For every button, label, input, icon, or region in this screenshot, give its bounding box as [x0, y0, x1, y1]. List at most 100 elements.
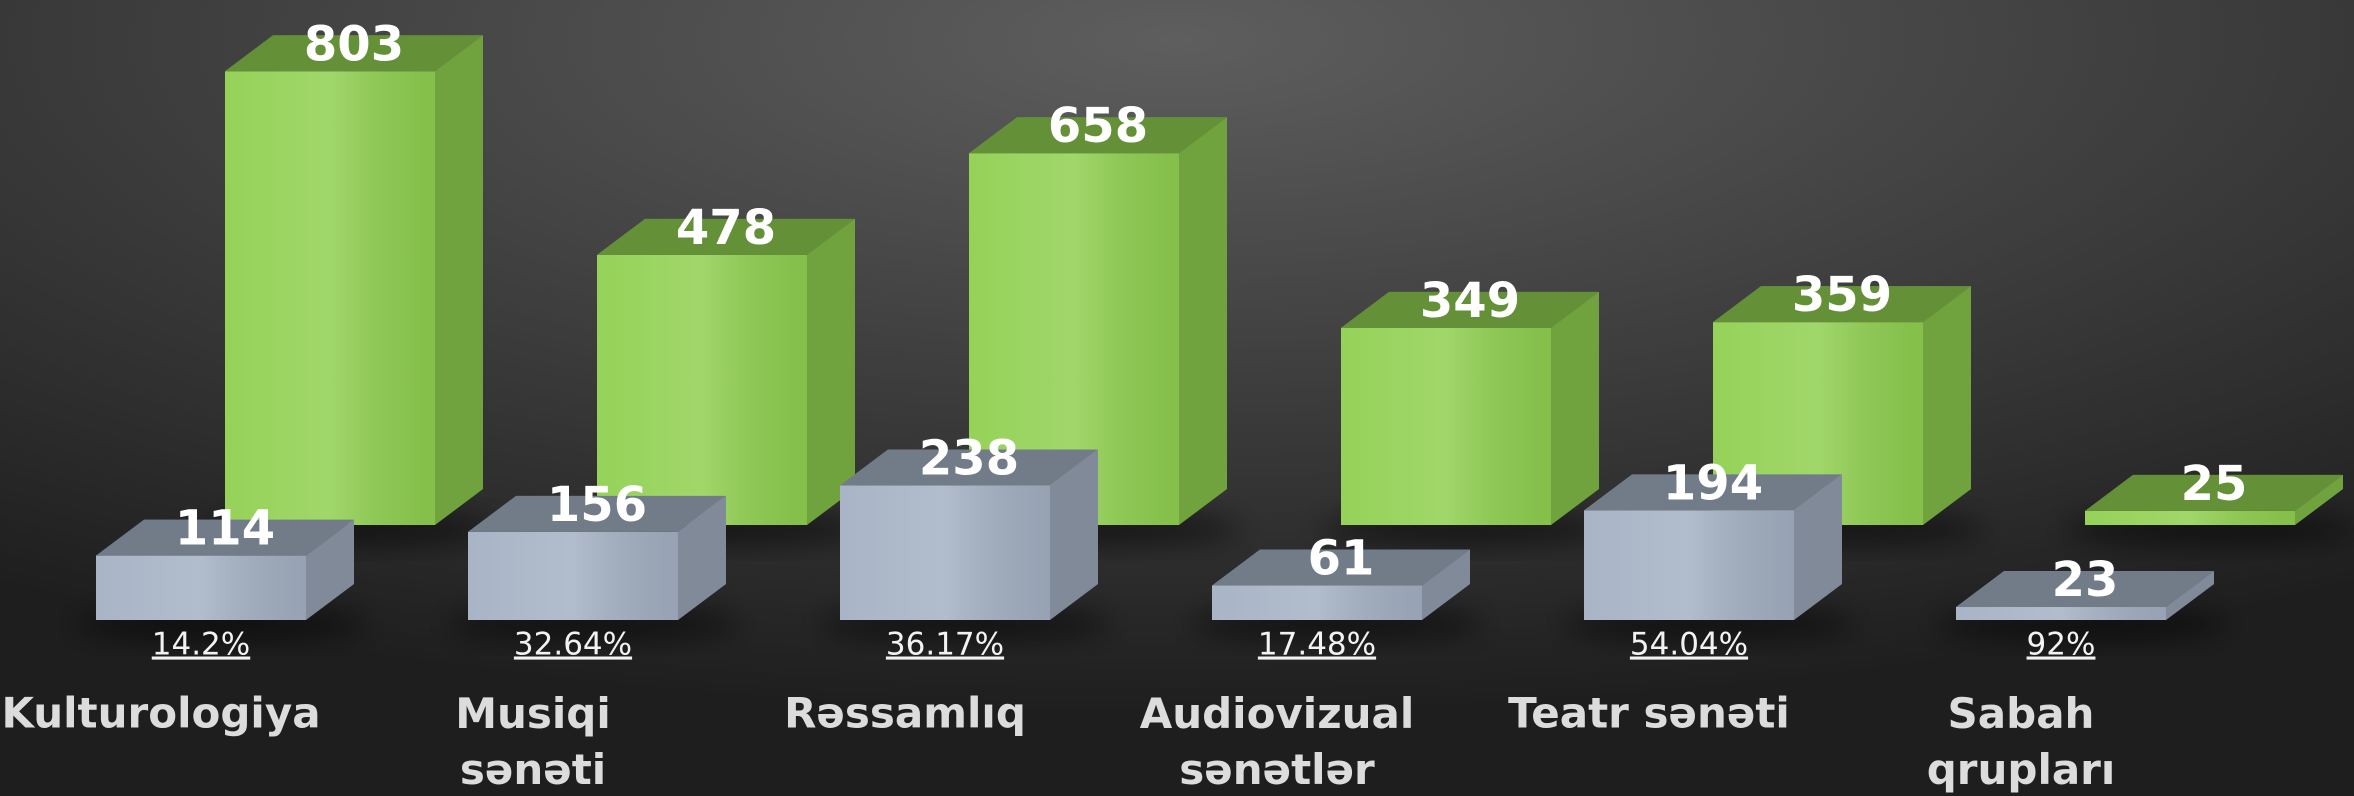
bar-side-shade: [2295, 474, 2343, 525]
ratio-label: 54.04%: [1630, 627, 1748, 663]
category-line: Sabah: [1948, 689, 2095, 738]
value-label: 114: [175, 501, 275, 557]
bar-side-shade: [306, 519, 354, 620]
bar-side: [306, 519, 354, 620]
bar: [225, 35, 483, 526]
value-label: 156: [547, 477, 647, 533]
bar-top-shade: [840, 449, 1098, 486]
bar-top: [597, 218, 855, 255]
value-label: 349: [1420, 273, 1520, 329]
ratio-label: 36.17%: [886, 627, 1004, 663]
category-label: Teatr sənəti: [1508, 689, 1790, 738]
bar: [96, 519, 354, 620]
category-label: Rəssamlıq: [784, 689, 1026, 738]
value-label: 25: [2181, 456, 2248, 512]
bar-top: [1956, 571, 2214, 608]
category-line: sənətlər: [1179, 745, 1375, 794]
bar-shine: [96, 555, 306, 620]
bar-side-shade: [435, 35, 483, 526]
bar-side: [1923, 286, 1971, 525]
bar-top-shade: [1584, 474, 1842, 511]
bar: [1956, 571, 2214, 620]
bar-side: [1551, 291, 1599, 525]
ratio-label: 32.64%: [514, 627, 632, 663]
bar-top-shade: [597, 218, 855, 255]
category-label: Audiovizual sənətlər: [1140, 689, 1415, 794]
bar-side: [1422, 549, 1470, 620]
bar-side-shade: [1422, 549, 1470, 620]
bar-shine: [1584, 510, 1794, 620]
bar-shine: [1212, 585, 1422, 620]
bar-top-shade: [468, 495, 726, 532]
ratio-label: 92%: [2027, 627, 2096, 663]
category-line: Audiovizual: [1140, 689, 1415, 738]
bar-side-shade: [1551, 291, 1599, 525]
bar: [1584, 474, 1842, 620]
category-label: Musiqi sənəti: [455, 689, 611, 794]
bar-top: [2085, 474, 2343, 511]
bar: [1341, 291, 1599, 525]
bar-top-shade: [2085, 474, 2343, 511]
bar-side-shade: [1923, 286, 1971, 525]
bar-shine: [468, 531, 678, 620]
bar-top: [840, 449, 1098, 486]
bar-top-shade: [1212, 549, 1470, 586]
bar: [597, 218, 855, 525]
bar: [2085, 474, 2343, 525]
category-label: Kulturologiya: [1, 689, 320, 738]
bar-side-shade: [1794, 474, 1842, 620]
value-label: 658: [1048, 98, 1148, 154]
bar-top-shade: [1956, 571, 2214, 608]
bar-shine: [1956, 607, 2166, 620]
bar-top: [1212, 549, 1470, 586]
category-line: qrupları: [1927, 745, 2116, 794]
bar-side-shade: [1050, 449, 1098, 620]
bar-top-shade: [969, 117, 1227, 154]
ratio-label: 14.2%: [152, 627, 250, 663]
bar-shine: [597, 254, 807, 525]
bar-top: [969, 117, 1227, 154]
bar-top: [1584, 474, 1842, 511]
bar-side-shade: [2166, 571, 2214, 620]
category-line: sənəti: [460, 745, 606, 794]
bar-top: [225, 35, 483, 72]
category-label: Sabah qrupları: [1927, 689, 2116, 794]
bar: [468, 495, 726, 620]
bar-top-shade: [1341, 291, 1599, 328]
bar-side: [435, 35, 483, 526]
bar-side-shade: [678, 495, 726, 620]
bar-top: [96, 519, 354, 556]
bar-side: [1794, 474, 1842, 620]
bar-top-shade: [1713, 286, 1971, 323]
bar-side: [2295, 474, 2343, 525]
bar-side: [1179, 117, 1227, 525]
bar-shine: [2085, 510, 2295, 525]
bar-side: [1050, 449, 1098, 620]
bar-top-shade: [225, 35, 483, 72]
value-label: 23: [2052, 552, 2119, 608]
bar-top-shade: [96, 519, 354, 556]
bar-side-shade: [1179, 117, 1227, 525]
value-label: 194: [1663, 455, 1763, 511]
bar-top: [1341, 291, 1599, 328]
category-line: Musiqi: [455, 689, 611, 738]
bar-side: [807, 218, 855, 525]
value-label: 478: [676, 200, 776, 256]
value-label: 359: [1792, 267, 1892, 323]
bar-shine: [225, 71, 435, 526]
value-label: 61: [1308, 531, 1375, 587]
bar: [840, 449, 1098, 620]
bar-side: [678, 495, 726, 620]
bar-shine: [1341, 327, 1551, 525]
ratio-label: 17.48%: [1258, 627, 1376, 663]
value-label: 803: [304, 16, 404, 72]
bar-top: [1713, 286, 1971, 323]
bar-top: [468, 495, 726, 532]
bar: [1212, 549, 1470, 620]
bar-side-shade: [807, 218, 855, 525]
bar-side: [2166, 571, 2214, 620]
value-label: 238: [919, 431, 1019, 487]
bar-shine: [840, 485, 1050, 620]
